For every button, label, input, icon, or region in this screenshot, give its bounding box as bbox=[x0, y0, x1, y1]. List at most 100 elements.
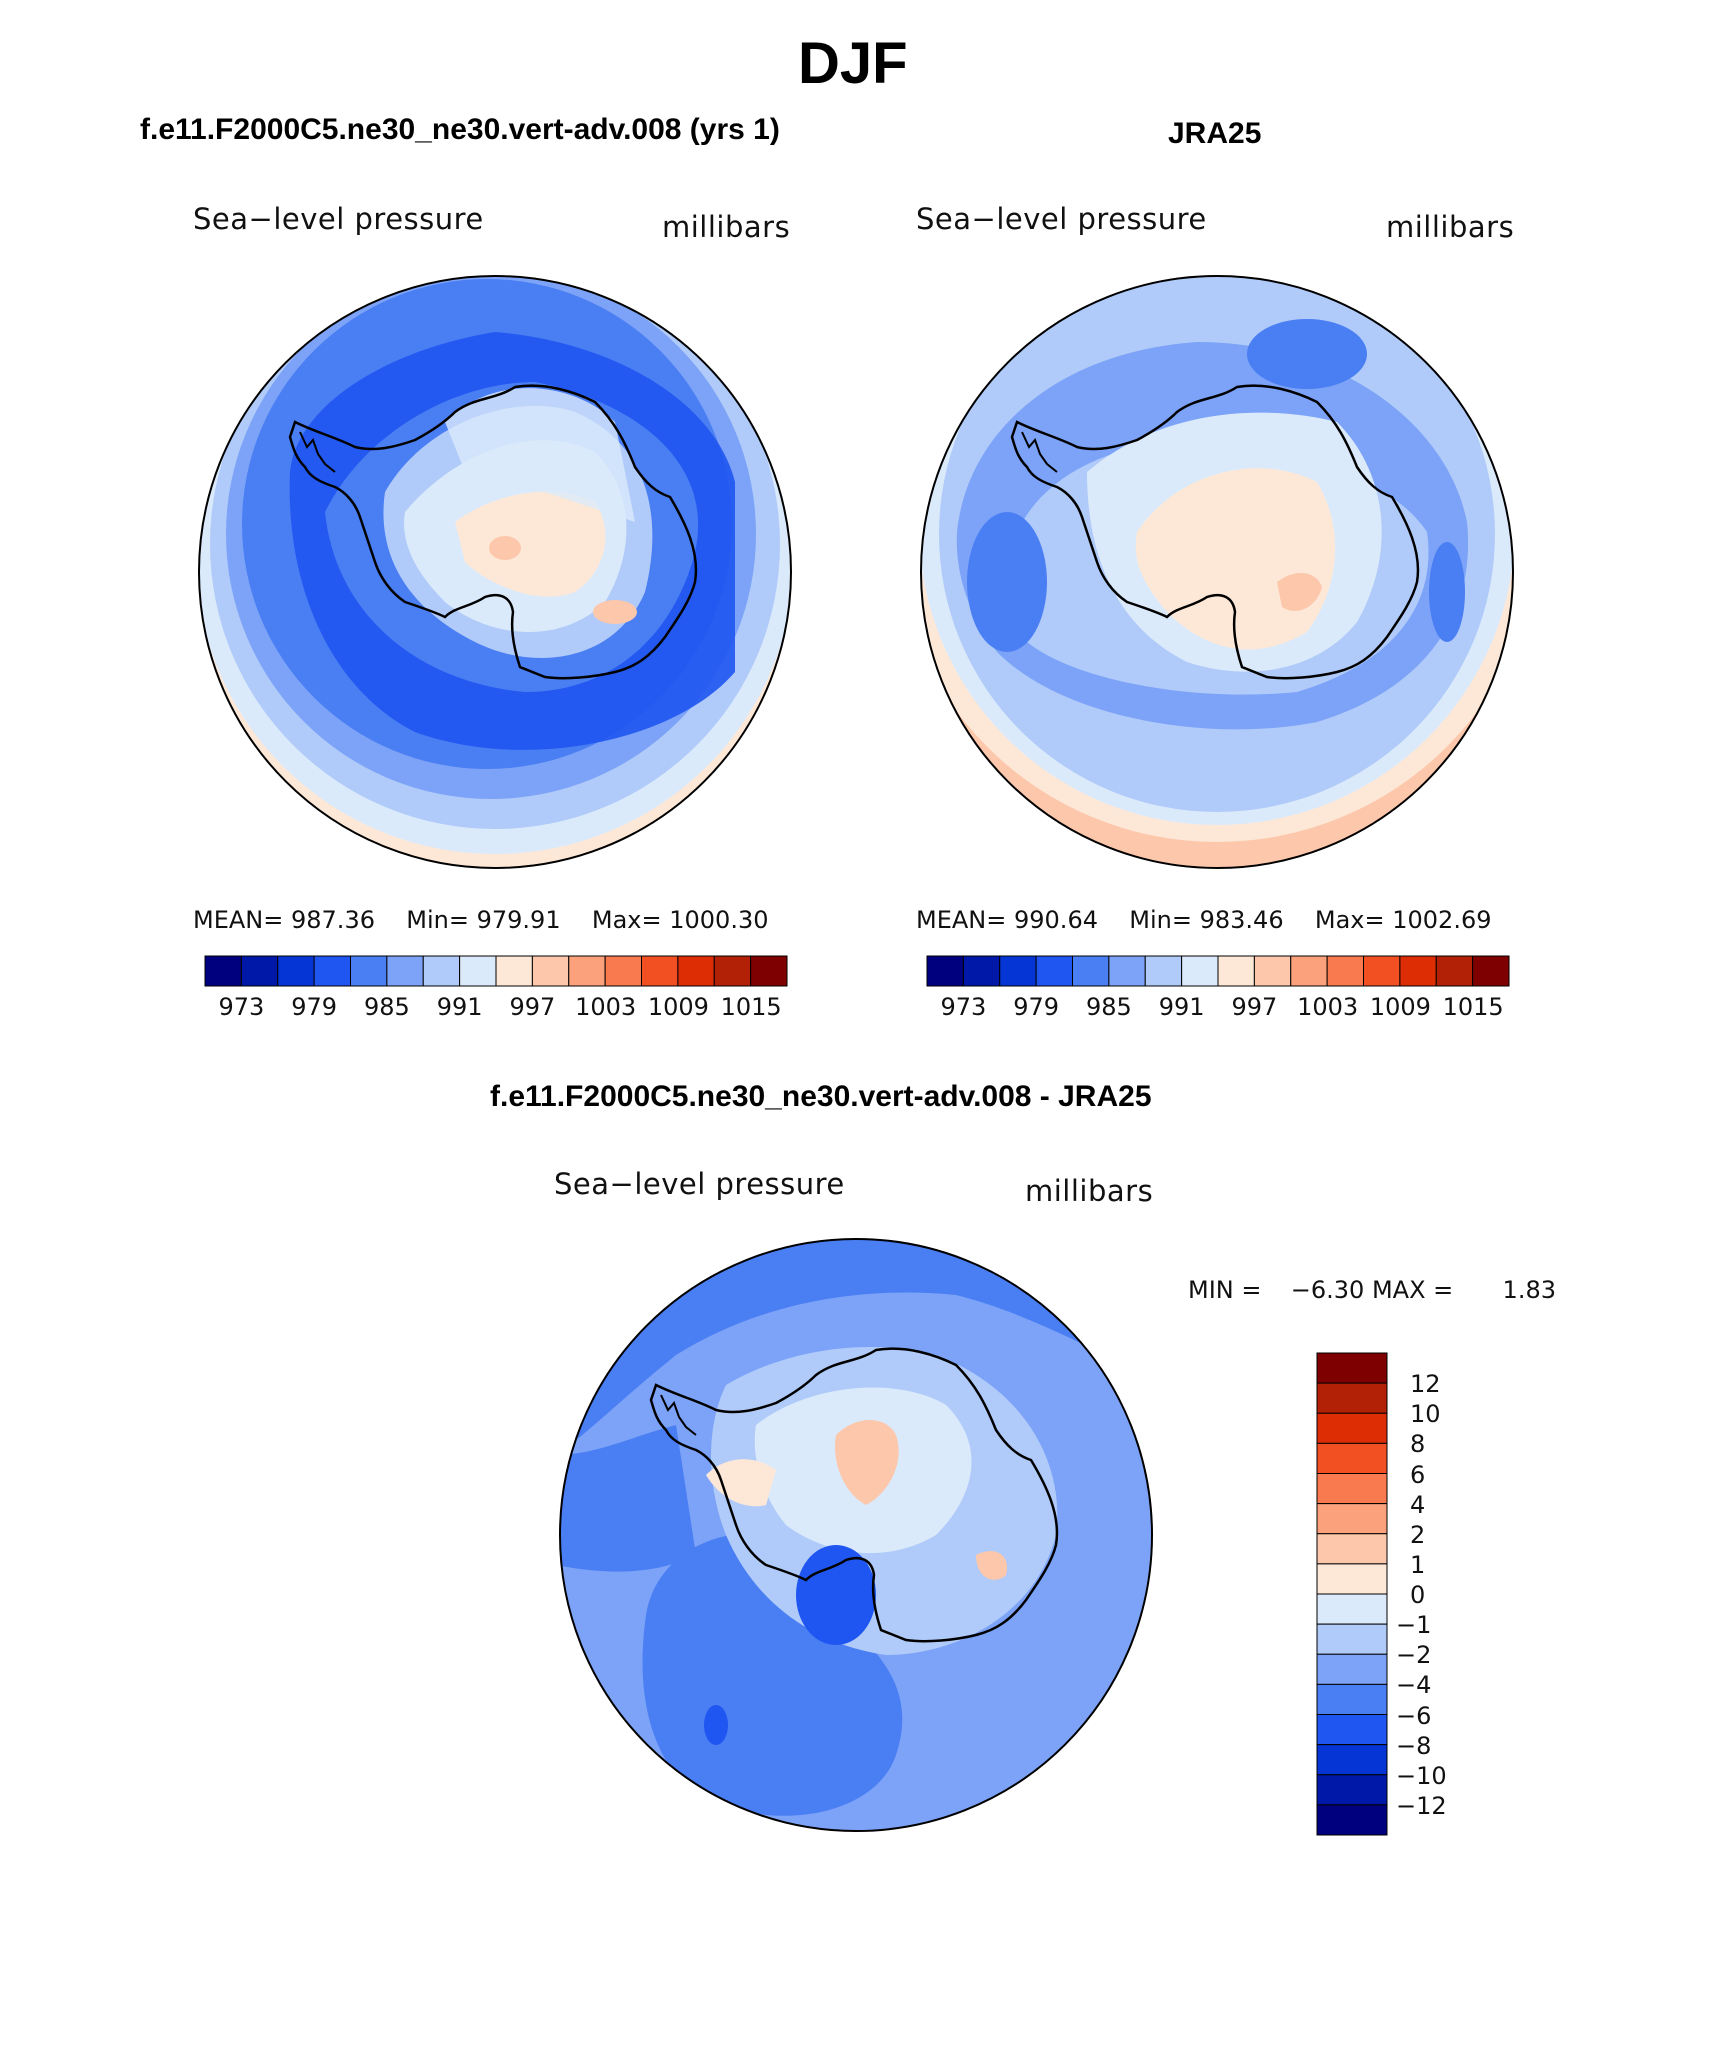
panel2-colorbar-ticks: 973 979 985 991 997 1003 1009 1015 bbox=[927, 993, 1509, 1023]
panel2-colorbar-tick-label: 985 bbox=[1085, 993, 1132, 1021]
panel3-colorbar-swatch bbox=[1316, 1744, 1388, 1776]
panel2-colorbar-tick-label: 991 bbox=[1158, 993, 1205, 1021]
panel1-colorbar-tick-label: 1015 bbox=[720, 993, 782, 1021]
panel1-mean-label: MEAN= bbox=[193, 906, 284, 934]
panel3-colorbar-tick-label: −4 bbox=[1396, 1671, 1432, 1700]
panel2-colorbar-swatch bbox=[1108, 955, 1146, 987]
panel2-max: 1002.69 bbox=[1392, 906, 1492, 934]
panel1-colorbar-swatch bbox=[495, 955, 533, 987]
panel3-colorbar-tick-label: −10 bbox=[1396, 1761, 1447, 1790]
panel3-colorbar-swatch bbox=[1316, 1774, 1388, 1806]
panel3-colorbar-swatch bbox=[1316, 1683, 1388, 1716]
panel3-colorbar-tick-label: 10 bbox=[1410, 1400, 1441, 1429]
panel2-colorbar-swatch bbox=[1363, 955, 1401, 987]
panel2-colorbar-swatch bbox=[962, 955, 1001, 987]
panel1-colorbar-swatch bbox=[641, 955, 679, 987]
panel3-colorbar-swatch bbox=[1316, 1442, 1388, 1475]
panel1-colorbar-tick-label: 985 bbox=[363, 993, 410, 1021]
panel3-colorbar-tick-label: 6 bbox=[1410, 1460, 1426, 1489]
panel1-max: 1000.30 bbox=[669, 906, 769, 934]
panel3-colorbar-tick-label: −2 bbox=[1396, 1641, 1432, 1670]
panel3-colorbar-tick-label: 0 bbox=[1410, 1581, 1426, 1609]
panel1-variable-label: Sea−level pressure bbox=[193, 202, 484, 236]
panel3-min: −6.30 bbox=[1290, 1276, 1365, 1304]
panel1-stats: MEAN= 987.36 Min= 979.91 Max= 1000.30 bbox=[193, 906, 769, 934]
panel1-max-label: Max= bbox=[591, 906, 662, 934]
panel1-colorbar-swatch bbox=[313, 955, 352, 987]
panel3-colorbar-swatch bbox=[1316, 1503, 1388, 1535]
panel3-colorbar-swatch bbox=[1316, 1563, 1388, 1595]
panel3-colorbar-swatch bbox=[1316, 1382, 1388, 1414]
panel2-colorbar-tick-label: 1003 bbox=[1297, 993, 1359, 1021]
panel3-colorbar-swatch bbox=[1316, 1653, 1388, 1685]
panel2-colorbar-swatch bbox=[1181, 955, 1219, 987]
panel1-colorbar-swatch bbox=[604, 955, 643, 987]
panel2-colorbar-swatch bbox=[1217, 955, 1255, 987]
panel1-colorbar-swatch bbox=[240, 955, 279, 987]
panel2-colorbar-tick-label: 1009 bbox=[1369, 993, 1431, 1021]
panel2-colorbar-swatch bbox=[1290, 955, 1328, 987]
panel2-colorbar-swatch bbox=[1253, 955, 1292, 987]
panel1-colorbar-swatch bbox=[677, 955, 715, 987]
panel1-colorbar-tick-label: 973 bbox=[218, 993, 265, 1021]
panel2-colorbar-swatch bbox=[1326, 955, 1365, 987]
panel1-colorbar-swatch bbox=[713, 955, 752, 987]
panel2-variable-label: Sea−level pressure bbox=[916, 202, 1207, 236]
panel2-colorbar-swatch bbox=[1399, 955, 1437, 987]
panel2-colorbar-tick-label: 973 bbox=[940, 993, 987, 1021]
panel2-colorbar bbox=[926, 955, 1510, 987]
panel2-colorbar-swatch bbox=[1435, 955, 1474, 987]
panel3-colorbar-swatch bbox=[1316, 1352, 1388, 1384]
panel3-colorbar-tick-label: 4 bbox=[1410, 1490, 1426, 1519]
panel1-polar-map bbox=[198, 275, 792, 869]
figure-title: DJF bbox=[798, 31, 908, 96]
panel1-min: 979.91 bbox=[476, 906, 561, 934]
panel3-colorbar-swatch bbox=[1316, 1804, 1388, 1836]
panel2-mean: 990.64 bbox=[1014, 906, 1098, 934]
panel1-colorbar-swatch bbox=[204, 955, 242, 987]
panel1-colorbar-swatch bbox=[568, 955, 606, 987]
panel3-colorbar-tick-label: −8 bbox=[1396, 1731, 1432, 1760]
panel3-variable-label: Sea−level pressure bbox=[554, 1167, 845, 1201]
panel3-title: f.e11.F2000C5.ne30_ne30.vert-adv.008 - J… bbox=[490, 1080, 1152, 1113]
panel3-colorbar-tick-label: 12 bbox=[1410, 1370, 1441, 1399]
panel3-colorbar-tick-label: 8 bbox=[1410, 1430, 1426, 1459]
panel3-colorbar bbox=[1316, 1352, 1388, 1836]
panel1-colorbar-swatch bbox=[459, 955, 497, 987]
panel2-units-label: millibars bbox=[1386, 210, 1515, 244]
panel3-colorbar-swatch bbox=[1316, 1412, 1388, 1444]
panel2-min: 983.46 bbox=[1199, 906, 1284, 934]
panel2-stats: MEAN= 990.64 Min= 983.46 Max= 1002.69 bbox=[916, 906, 1492, 934]
panel1-colorbar bbox=[204, 955, 788, 987]
panel3-min-label: MIN = bbox=[1188, 1276, 1262, 1304]
panel1-colorbar-tick-label: 979 bbox=[291, 993, 338, 1021]
panel3-max: 1.83 bbox=[1502, 1276, 1556, 1304]
panel3-colorbar-swatch bbox=[1316, 1623, 1388, 1655]
panel3-colorbar-swatch bbox=[1316, 1714, 1388, 1746]
panel1-colorbar-swatch bbox=[350, 955, 388, 987]
panel1-colorbar-swatch bbox=[750, 955, 788, 987]
panel3-colorbar-swatch bbox=[1316, 1593, 1388, 1625]
panel1-colorbar-swatch bbox=[386, 955, 424, 987]
panel1-colorbar-swatch bbox=[531, 955, 570, 987]
panel1-colorbar-tick-label: 997 bbox=[509, 993, 556, 1021]
panel1-colorbar-tick-label: 991 bbox=[436, 993, 483, 1021]
panel2-colorbar-swatch bbox=[1144, 955, 1183, 987]
panel2-colorbar-swatch bbox=[1072, 955, 1110, 987]
panel3-colorbar-tick-label: −6 bbox=[1396, 1701, 1432, 1730]
panel3-units-label: millibars bbox=[1025, 1174, 1154, 1208]
panel3-max-label: MAX = bbox=[1371, 1276, 1454, 1304]
panel1-colorbar-swatch bbox=[277, 955, 315, 987]
panel2-colorbar-tick-label: 1015 bbox=[1442, 993, 1504, 1021]
panel3-colorbar-tick-label: 1 bbox=[1410, 1550, 1426, 1579]
panel1-units-label: millibars bbox=[662, 210, 791, 244]
panel1-colorbar-ticks: 973 979 985 991 997 1003 1009 1015 bbox=[205, 993, 787, 1023]
panel2-polar-map bbox=[920, 275, 1514, 869]
panel1-colorbar-swatch bbox=[422, 955, 461, 987]
panel3-polar-map bbox=[559, 1238, 1153, 1832]
panel2-max-label: Max= bbox=[1314, 906, 1385, 934]
panel2-min-label: Min= bbox=[1129, 906, 1192, 934]
panel1-title: f.e11.F2000C5.ne30_ne30.vert-adv.008 (yr… bbox=[140, 113, 780, 146]
panel2-mean-label: MEAN= bbox=[916, 906, 1007, 934]
panel3-colorbar-swatch bbox=[1316, 1473, 1388, 1505]
